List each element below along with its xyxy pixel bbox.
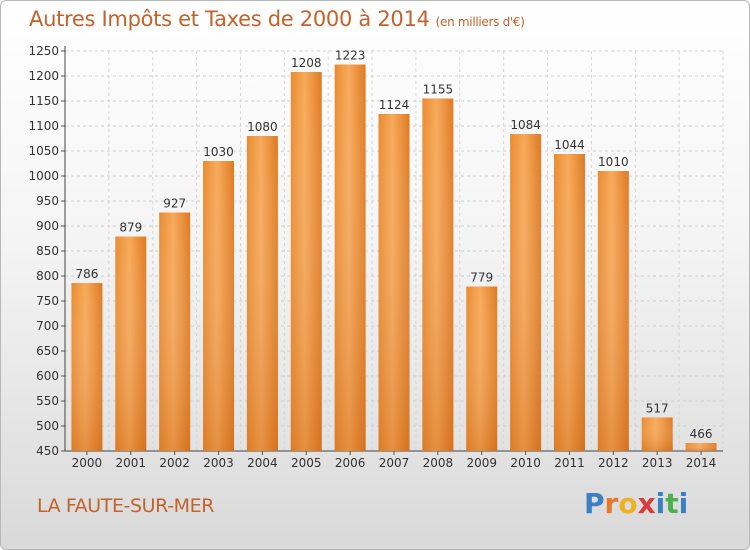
y-tick-label: 1250 xyxy=(28,44,59,58)
data-label: 1124 xyxy=(379,98,410,112)
y-tick-label: 550 xyxy=(36,394,59,408)
bar-shade xyxy=(246,136,278,451)
bar-shade xyxy=(641,417,673,451)
x-tick-label: 2010 xyxy=(510,456,541,470)
bar-shade xyxy=(422,98,454,451)
data-label: 1080 xyxy=(247,120,278,134)
bar-layer xyxy=(71,64,717,451)
y-tick-label: 650 xyxy=(36,344,59,358)
y-tick-label: 900 xyxy=(36,219,59,233)
bar-shade xyxy=(334,64,366,451)
bar-shade xyxy=(378,114,410,451)
x-tick-label: 2008 xyxy=(423,456,454,470)
commune-name: LA FAUTE-SUR-MER xyxy=(37,495,215,517)
y-tick-label: 600 xyxy=(36,369,59,383)
bar-shade xyxy=(159,212,191,451)
logo-letter: r xyxy=(604,487,619,520)
bar-shade xyxy=(553,154,585,451)
y-tick-label: 950 xyxy=(36,194,59,208)
logo-letter: o xyxy=(618,487,638,520)
y-tick-label: 700 xyxy=(36,319,59,333)
data-label: 1044 xyxy=(554,138,585,152)
y-tick-label: 1050 xyxy=(28,144,59,158)
data-label: 927 xyxy=(163,197,186,211)
logo-letter: i xyxy=(678,487,689,520)
logo-letter: P xyxy=(584,487,605,520)
y-tick-label: 1200 xyxy=(28,69,59,83)
x-tick-label: 2002 xyxy=(159,456,190,470)
y-tick-label: 850 xyxy=(36,244,59,258)
x-tick-label: 2009 xyxy=(466,456,497,470)
data-label: 879 xyxy=(119,221,142,235)
data-label: 466 xyxy=(690,427,713,441)
bar-shade xyxy=(510,134,542,451)
proxiti-logo: Proxiti xyxy=(584,487,688,520)
chart-title-text: Autres Impôts et Taxes de 2000 à 2014 xyxy=(29,7,430,31)
bar-shade xyxy=(115,236,147,451)
x-tick-label: 2003 xyxy=(203,456,234,470)
x-tick-label: 2000 xyxy=(72,456,103,470)
y-tick-label: 1000 xyxy=(28,169,59,183)
chart-title: Autres Impôts et Taxes de 2000 à 2014 (en… xyxy=(29,7,525,31)
data-label: 517 xyxy=(646,402,669,416)
data-label: 1010 xyxy=(598,155,629,169)
data-label: 1223 xyxy=(335,49,366,63)
logo-letter: x xyxy=(637,487,656,520)
x-tick-label: 2014 xyxy=(686,456,717,470)
chart-unit: (en milliers d'€) xyxy=(435,15,525,29)
data-label: 779 xyxy=(470,271,493,285)
y-tick-label: 500 xyxy=(36,419,59,433)
y-tick-label: 450 xyxy=(36,444,59,458)
x-tick-label: 2012 xyxy=(598,456,629,470)
x-tick-label: 2011 xyxy=(554,456,585,470)
bar-shade xyxy=(597,171,629,451)
y-tick-label: 1100 xyxy=(28,119,59,133)
logo-letter: i xyxy=(655,487,666,520)
data-label: 1030 xyxy=(203,145,234,159)
y-tick-label: 800 xyxy=(36,269,59,283)
bar-shade xyxy=(203,161,235,451)
label-layer: 450 500 550 600 650 700 750 800 850 900 950 1000 105… xyxy=(28,44,716,470)
bar-shade xyxy=(466,286,498,451)
x-tick-label: 2004 xyxy=(247,456,278,470)
logo-letter: t xyxy=(665,487,679,520)
x-tick-label: 2001 xyxy=(116,456,147,470)
x-tick-label: 2007 xyxy=(379,456,410,470)
x-tick-label: 2006 xyxy=(335,456,366,470)
bar-shade xyxy=(685,443,717,451)
bar-shade xyxy=(290,72,322,451)
bar-shade xyxy=(71,283,103,451)
data-label: 1155 xyxy=(423,83,454,97)
data-label: 786 xyxy=(75,267,98,281)
data-label: 1084 xyxy=(510,118,541,132)
x-tick-label: 2013 xyxy=(642,456,673,470)
y-tick-label: 1150 xyxy=(28,94,59,108)
y-tick-label: 750 xyxy=(36,294,59,308)
x-tick-label: 2005 xyxy=(291,456,322,470)
data-label: 1208 xyxy=(291,56,322,70)
